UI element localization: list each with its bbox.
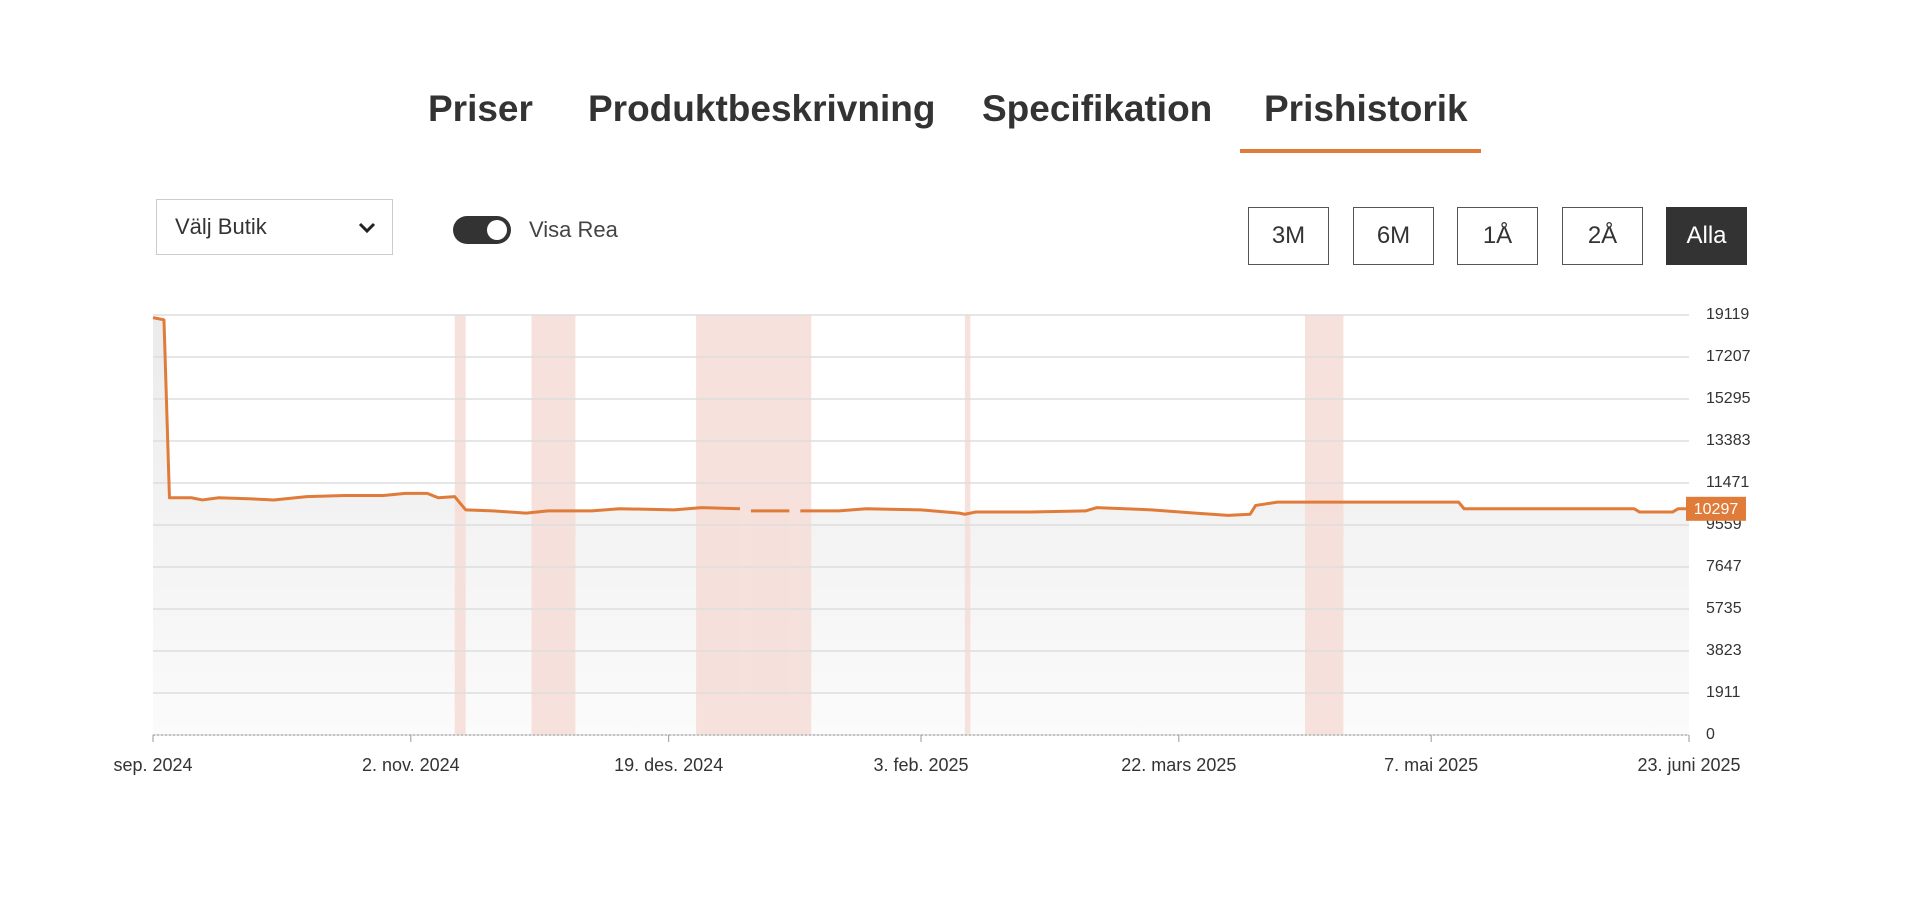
toggle-label: Visa Rea: [529, 217, 618, 242]
y-tick-label: 5735: [1706, 600, 1742, 617]
chevron: [358, 222, 376, 234]
x-tick-label: 2. nov. 2024: [362, 755, 460, 775]
select-label: Välj Butik: [175, 214, 267, 239]
y-tick-label: 3823: [1706, 642, 1742, 659]
tab[interactable]: Specifikation: [982, 88, 1213, 129]
range-button[interactable]: 1Å: [1457, 207, 1538, 265]
y-tick-label: 11471: [1706, 474, 1749, 491]
x-tick-label: 23. juni 2025: [1637, 755, 1740, 775]
y-tick-label: 17207: [1706, 348, 1751, 365]
y-tick-label: 7647: [1706, 558, 1742, 575]
tab-underline: [1240, 149, 1481, 153]
x-tick-label: 7. mai 2025: [1384, 755, 1478, 775]
tab[interactable]: Priser: [428, 88, 533, 129]
last-value-label: 10297: [1694, 501, 1739, 518]
x-tick-label: 3. feb. 2025: [873, 755, 968, 775]
x-tick-label: 22. mars 2025: [1121, 755, 1236, 775]
price-line: [152, 316, 1689, 517]
y-tick-label: 1911: [1706, 684, 1741, 701]
last-value-tag: [1686, 496, 1746, 521]
x-tick-label: 19. des. 2024: [614, 755, 723, 775]
y-tick-label: 0: [1706, 726, 1715, 743]
y-tick-label: 19119: [1706, 306, 1749, 323]
range-button[interactable]: 2Å: [1562, 207, 1643, 265]
tab[interactable]: Produktbeskrivning: [588, 88, 936, 129]
range-button[interactable]: 3M: [1248, 207, 1329, 265]
range-button[interactable]: 6M: [1353, 207, 1434, 265]
x-tick-label: sep. 2024: [113, 755, 192, 775]
tab-active[interactable]: Prishistorik: [1264, 88, 1468, 129]
store-select[interactable]: Välj Butik: [156, 199, 393, 255]
y-tick-label: 13383: [1706, 432, 1751, 449]
range-button-active[interactable]: Alla: [1666, 207, 1747, 265]
toggle[interactable]: [453, 216, 511, 244]
y-tick-label: 15295: [1706, 390, 1751, 407]
area: [153, 317, 1689, 735]
